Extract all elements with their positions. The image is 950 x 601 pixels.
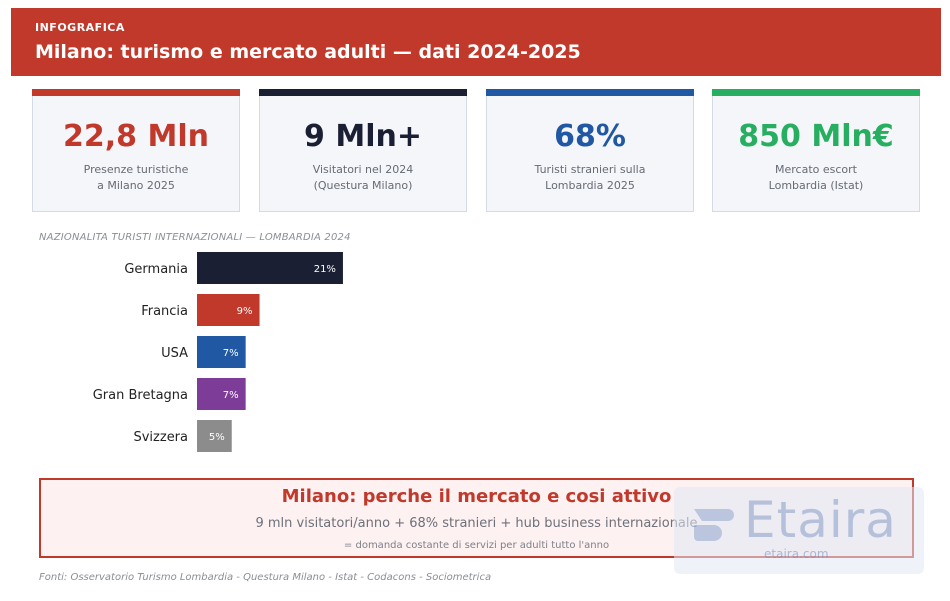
category-label: Svizzera — [133, 430, 188, 445]
stat-card-mercato: 850 Mln€ Mercato escort Lombardia (Istat… — [712, 89, 920, 212]
bar-value-label: 9% — [237, 306, 253, 317]
stat-card-presenze: 22,8 Mln Presenze turistiche a Milano 20… — [32, 89, 240, 212]
stat-card-value: 22,8 Mln — [63, 119, 209, 154]
callout-title: Milano: perche il mercato e cosi attivo — [281, 486, 672, 507]
stat-card-stranieri: 68% Turisti stranieri sulla Lombardia 20… — [486, 89, 694, 212]
bar-value-label: 21% — [314, 264, 336, 275]
bar-svizzera — [197, 420, 232, 452]
bar-gran-bretagna — [197, 378, 246, 410]
category-label: Gran Bretagna — [93, 388, 188, 403]
callout-subtitle: 9 mln visitatori/anno + 68% stranieri + … — [255, 516, 698, 531]
stat-card-accent-bar — [32, 89, 240, 96]
stat-card-caption: Visitatori nel 2024 (Questura Milano) — [312, 163, 414, 192]
stat-card-visitatori: 9 Mln+ Visitatori nel 2024 (Questura Mil… — [259, 89, 467, 212]
header-eyebrow: INFOGRAFICA — [35, 21, 125, 34]
bar-value-label: 7% — [223, 348, 239, 359]
bar-francia — [197, 294, 260, 326]
stat-card-caption: Presenze turistiche a Milano 2025 — [83, 163, 189, 192]
stat-card-value: 9 Mln+ — [304, 119, 422, 154]
bar-germania — [197, 252, 343, 284]
bar-value-label: 5% — [209, 432, 225, 443]
stat-card-accent-bar — [259, 89, 467, 96]
header-banner: INFOGRAFICA Milano: turismo e mercato ad… — [11, 8, 941, 76]
watermark-url: etaira.com — [764, 547, 829, 561]
etaira-logo-icon — [694, 509, 734, 541]
bar-value-label: 7% — [223, 390, 239, 401]
nationality-bar-chart: Germania 21% Francia 9% USA 7% Gran Bretagna 7%… — [93, 252, 343, 452]
bar-usa — [197, 336, 246, 368]
chart-title: NAZIONALITA TURISTI INTERNAZIONALI — LOM… — [39, 232, 351, 243]
watermark-brand: Etaira — [744, 491, 897, 549]
page-title: Milano: turismo e mercato adulti — dati … — [35, 41, 581, 63]
stat-card-value: 68% — [554, 119, 626, 154]
stat-card-accent-bar — [486, 89, 694, 96]
stat-card-caption: Turisti stranieri sulla Lombardia 2025 — [534, 163, 646, 192]
category-label: USA — [161, 346, 188, 361]
stat-card-caption: Mercato escort Lombardia (Istat) — [768, 163, 864, 192]
stat-card-value: 850 Mln€ — [738, 119, 894, 154]
sources-footer: Fonti: Osservatorio Turismo Lombardia - … — [39, 572, 492, 583]
category-label: Francia — [141, 304, 188, 319]
callout-note: = domanda costante di servizi per adulti… — [343, 540, 610, 551]
stat-cards: 22,8 Mln Presenze turistiche a Milano 20… — [32, 89, 920, 212]
etaira-watermark: Etaira etaira.com — [674, 487, 924, 574]
stat-card-accent-bar — [712, 89, 920, 96]
category-label: Germania — [124, 262, 188, 277]
